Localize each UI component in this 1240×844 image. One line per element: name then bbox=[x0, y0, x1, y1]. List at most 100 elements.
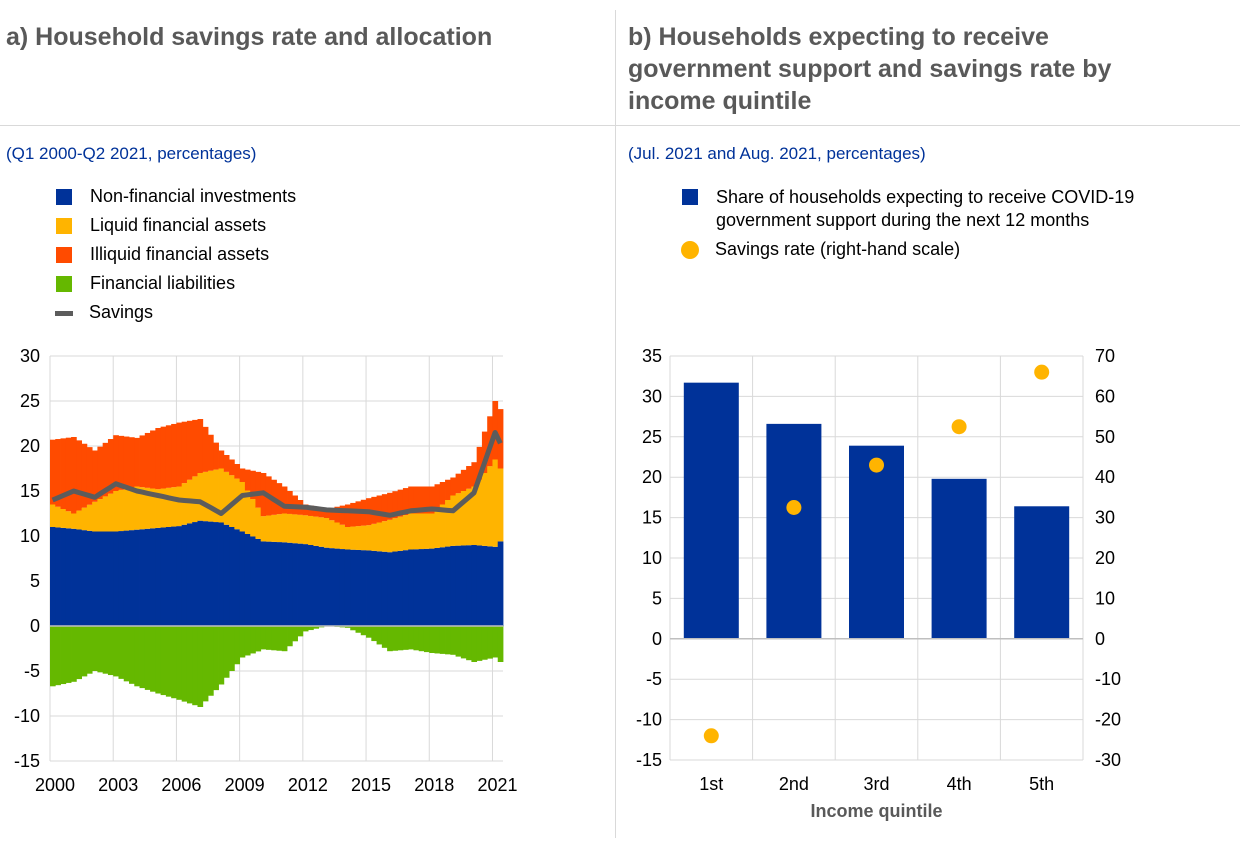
bar-non-financial bbox=[76, 529, 83, 626]
bar-illiquid bbox=[160, 426, 167, 489]
bar-illiquid bbox=[471, 462, 478, 487]
bar-illiquid bbox=[334, 506, 341, 523]
x-tick-label: 2012 bbox=[288, 775, 328, 795]
bar-liquid bbox=[118, 489, 125, 532]
y2-tick-label: 10 bbox=[1095, 588, 1115, 608]
bar-liabilities bbox=[413, 626, 420, 651]
bar-illiquid bbox=[186, 420, 193, 480]
x-tick-label: 2003 bbox=[98, 775, 138, 795]
savings-rate-dot bbox=[869, 457, 884, 473]
bar-liquid bbox=[176, 486, 183, 527]
bar-liquid bbox=[397, 516, 404, 551]
y2-tick-label: -10 bbox=[1095, 669, 1121, 689]
bar-non-financial bbox=[344, 549, 351, 626]
bar-illiquid bbox=[302, 504, 309, 516]
bar-liquid bbox=[144, 487, 151, 529]
bar-liquid bbox=[350, 526, 356, 550]
bar-liquid bbox=[408, 513, 414, 550]
bar-liabilities bbox=[429, 626, 435, 653]
bar-liquid bbox=[86, 504, 93, 531]
bar-liquid bbox=[371, 523, 377, 551]
bar-non-financial bbox=[334, 548, 341, 626]
bar-illiquid bbox=[202, 426, 209, 472]
bar-liabilities bbox=[186, 626, 193, 704]
bar-non-financial bbox=[92, 531, 98, 626]
bar-liquid bbox=[97, 499, 104, 532]
bar-liquid bbox=[107, 493, 114, 532]
bar-liabilities bbox=[344, 626, 351, 628]
y2-tick-label: 20 bbox=[1095, 548, 1115, 568]
bar-non-financial bbox=[250, 536, 256, 626]
bar-non-financial bbox=[408, 549, 414, 626]
bar-illiquid bbox=[429, 486, 435, 514]
y-tick-label: -5 bbox=[24, 661, 40, 681]
bar-liquid bbox=[297, 514, 304, 544]
bar-liabilities bbox=[471, 626, 478, 662]
bar-liabilities bbox=[434, 626, 441, 654]
bar-non-financial bbox=[223, 524, 230, 626]
bar-illiquid bbox=[197, 419, 204, 473]
bar-liabilities bbox=[281, 626, 288, 652]
bar-liquid bbox=[244, 490, 251, 534]
savings-rate-dot bbox=[786, 500, 802, 515]
bar-non-financial bbox=[302, 544, 309, 626]
bar-liquid bbox=[255, 507, 262, 539]
y-tick-label: 0 bbox=[30, 616, 40, 636]
bar-non-financial bbox=[97, 531, 104, 626]
y-tick-label: -10 bbox=[14, 706, 40, 726]
bar-illiquid bbox=[387, 492, 393, 520]
bar-non-financial bbox=[471, 545, 478, 626]
bar-liabilities bbox=[160, 626, 167, 696]
x-tick-label: 2018 bbox=[414, 775, 454, 795]
bar-non-financial bbox=[297, 543, 304, 626]
bar-liabilities bbox=[176, 626, 183, 700]
bar-non-financial bbox=[150, 528, 156, 626]
bar-illiquid bbox=[181, 421, 188, 484]
bar-liabilities bbox=[50, 626, 56, 687]
bar-non-financial bbox=[497, 541, 504, 626]
y-tick-label: 10 bbox=[20, 526, 40, 546]
bar-non-financial bbox=[323, 547, 330, 626]
x-tick-label: 4th bbox=[947, 774, 972, 794]
bar-illiquid bbox=[318, 507, 325, 518]
bar-illiquid bbox=[418, 486, 425, 514]
bar-non-financial bbox=[271, 541, 277, 626]
bar-non-financial bbox=[118, 531, 125, 626]
bar-non-financial bbox=[376, 551, 383, 626]
y2-tick-label: 50 bbox=[1095, 427, 1115, 447]
bar-liabilities bbox=[355, 626, 362, 633]
bar-non-financial bbox=[50, 527, 56, 626]
bar-non-financial bbox=[397, 550, 404, 626]
bar-liquid bbox=[71, 513, 77, 529]
bar-non-financial bbox=[86, 530, 93, 626]
bar-liabilities bbox=[181, 626, 188, 702]
savings-rate-dot bbox=[1034, 364, 1050, 380]
bar-non-financial bbox=[329, 548, 335, 626]
bar-illiquid bbox=[81, 443, 88, 508]
x-tick-label: 2009 bbox=[225, 775, 265, 795]
bar-liabilities bbox=[65, 626, 72, 683]
bar-illiquid bbox=[55, 439, 61, 507]
y-tick-label: -5 bbox=[646, 669, 662, 689]
bar-liabilities bbox=[260, 626, 267, 650]
bar-share-households bbox=[849, 445, 904, 639]
y-tick-label: -15 bbox=[14, 751, 40, 771]
bar-liquid bbox=[339, 524, 346, 550]
bar-liquid bbox=[418, 513, 425, 550]
bar-share-households bbox=[931, 478, 987, 639]
bar-non-financial bbox=[455, 545, 462, 626]
bar-liquid bbox=[360, 525, 367, 551]
bar-liquid bbox=[334, 522, 341, 549]
bar-liquid bbox=[329, 520, 335, 549]
bar-liabilities bbox=[144, 626, 151, 690]
bar-liabilities bbox=[223, 626, 230, 678]
bar-liquid bbox=[65, 511, 72, 529]
bar-liabilities bbox=[129, 626, 135, 684]
bar-illiquid bbox=[476, 446, 483, 480]
bar-liabilities bbox=[360, 626, 367, 636]
bar-illiquid bbox=[229, 459, 235, 476]
bar-liquid bbox=[155, 489, 162, 528]
bar-non-financial bbox=[107, 531, 114, 626]
bar-liquid bbox=[60, 509, 67, 528]
bar-non-financial bbox=[234, 529, 241, 626]
